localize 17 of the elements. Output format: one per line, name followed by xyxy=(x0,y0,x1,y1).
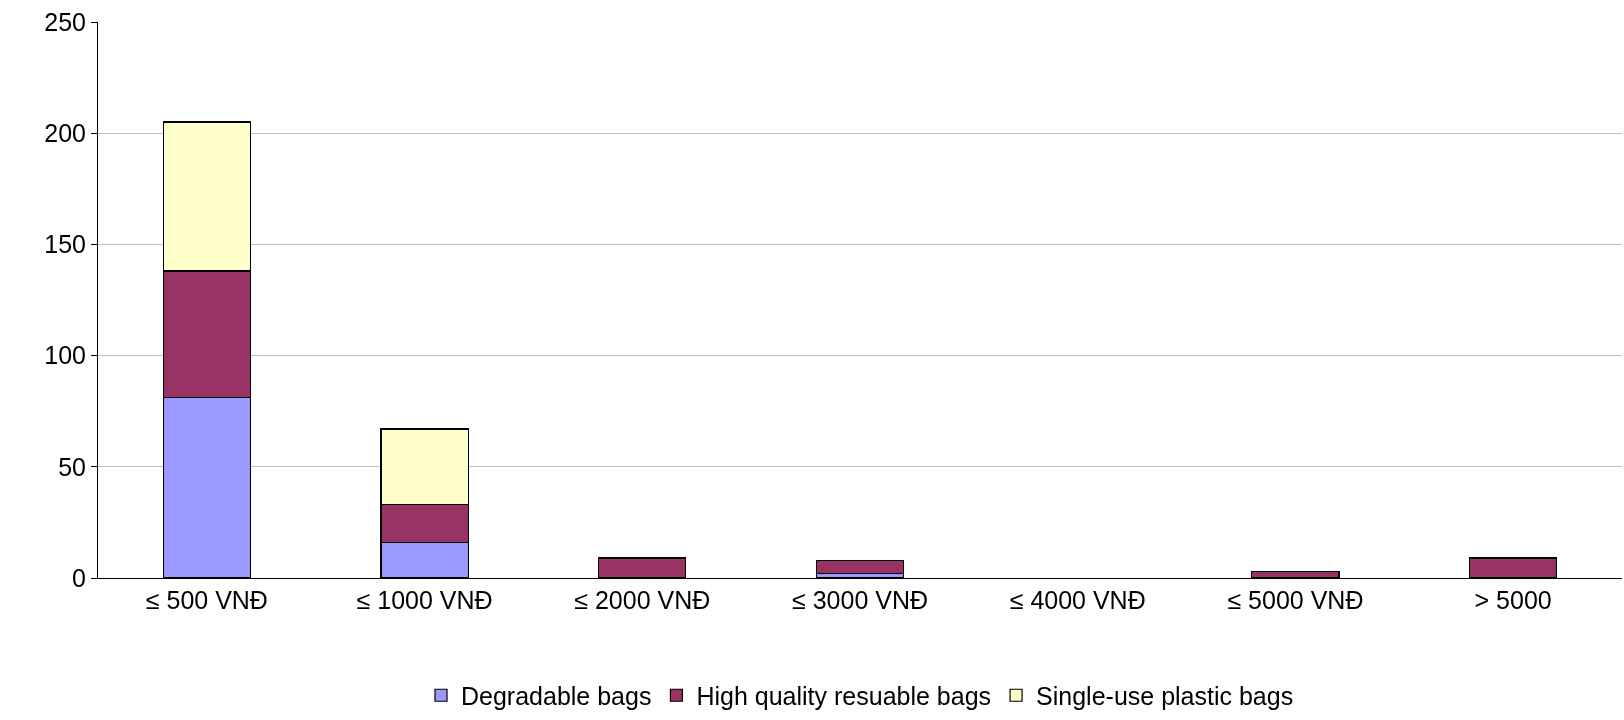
y-tick-label: 250 xyxy=(44,7,86,36)
x-tick-label: ≤ 500 VNĐ xyxy=(145,586,268,614)
y-tick-label: 100 xyxy=(44,341,86,370)
x-tick-label: ≤ 3000 VNĐ xyxy=(791,586,929,614)
y-tick-label: 0 xyxy=(72,563,86,592)
x-tick-label: ≤ 4000 VNĐ xyxy=(1009,586,1146,614)
x-tick-label: ≤ 1000 VNĐ xyxy=(356,586,493,614)
x-tick-label: ≤ 2000 VNĐ xyxy=(574,586,711,614)
legend-label: Degradable bags xyxy=(461,682,652,711)
bar xyxy=(815,559,905,575)
y-tick-label: 200 xyxy=(44,118,86,147)
x-tick-label: ≤ 5000 VNĐ xyxy=(1227,586,1364,614)
legend-label: High quality resuable bags xyxy=(696,682,992,711)
legend-label: Single-use plastic bags xyxy=(1036,682,1294,711)
x-tick-label: > 5000 xyxy=(1474,586,1552,614)
y-tick-label: 50 xyxy=(58,452,86,481)
y-tick-label: 150 xyxy=(44,230,86,259)
